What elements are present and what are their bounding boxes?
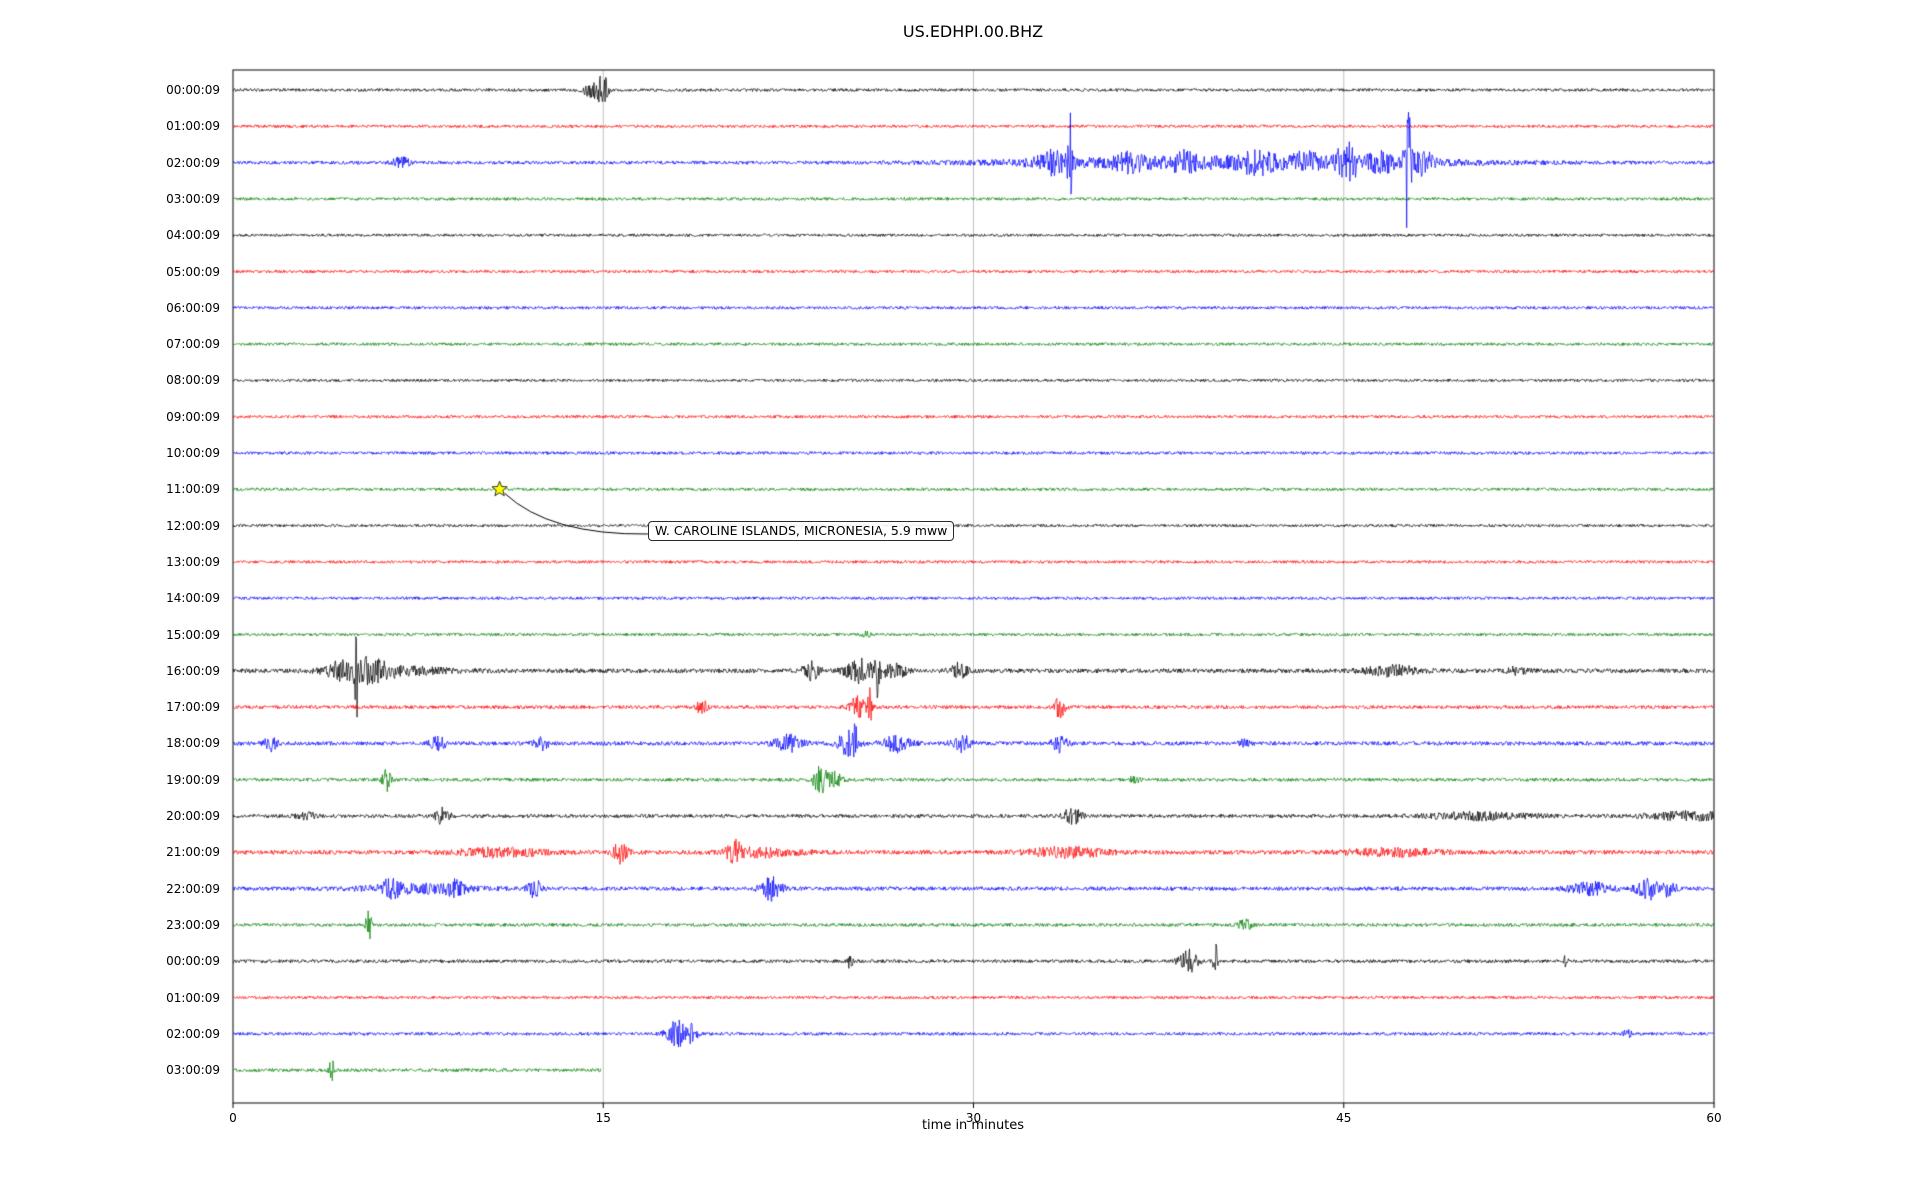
- trace-time-label: 17:00:09: [166, 700, 220, 715]
- trace-time-label: 20:00:09: [166, 809, 220, 823]
- trace-time-label: 15:00:09: [166, 627, 220, 642]
- trace-time-label: 02:00:09: [166, 1026, 220, 1041]
- trace-time-label: 08:00:09: [166, 373, 220, 388]
- x-axis-label: time in minutes: [921, 1118, 1025, 1133]
- trace-time-label: 23:00:09: [166, 917, 220, 932]
- trace-time-label: 03:00:09: [166, 1063, 220, 1078]
- trace-time-label: 16:00:09: [166, 663, 220, 678]
- trace-time-label: 13:00:09: [166, 554, 220, 569]
- trace-time-label: 06:00:09: [166, 300, 220, 315]
- trace-time-label: 01:00:09: [166, 119, 220, 134]
- trace-time-label: 11:00:09: [166, 482, 220, 497]
- trace-time-label: 04:00:09: [166, 228, 220, 243]
- chart-title: US.EDHPI.00.BHZ: [902, 22, 1044, 41]
- trace-time-label: 19:00:09: [166, 772, 220, 787]
- trace-time-label: 22:00:09: [166, 881, 220, 896]
- trace-time-label: 00:00:09: [166, 83, 220, 97]
- trace-time-label: 03:00:09: [166, 191, 220, 206]
- trace-time-label: 18:00:09: [166, 736, 220, 751]
- trace-time-label: 01:00:09: [166, 990, 220, 1005]
- trace-time-label: 05:00:09: [166, 264, 220, 279]
- trace-time-label: 14:00:09: [166, 591, 220, 606]
- trace-time-label: 00:00:09: [166, 954, 220, 969]
- trace-time-label: 09:00:09: [166, 409, 220, 424]
- trace-time-label: 21:00:09: [166, 845, 220, 860]
- trace-time-label: 10:00:09: [166, 446, 220, 460]
- trace-time-labels: 00:00:09 01:00:09 02:00:09 03:00:09 04:00:09…: [0, 0, 226, 1200]
- trace-time-label: 07:00:09: [166, 337, 220, 352]
- event-annotation: W. CAROLINE ISLANDS, MICRONESIA, 5.9 mww: [648, 521, 955, 541]
- trace-time-label: 12:00:09: [166, 518, 220, 533]
- trace-time-label: 02:00:09: [166, 155, 220, 170]
